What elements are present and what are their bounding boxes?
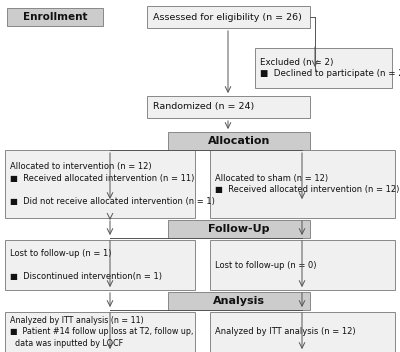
Text: Follow-Up: Follow-Up — [208, 224, 270, 234]
Text: Analyzed by ITT analysis (n = 11)
■  Patient #14 follow up loss at T2, follow up: Analyzed by ITT analysis (n = 11) ■ Pati… — [10, 316, 193, 348]
Bar — [7, 8, 103, 26]
Text: Excluded (n = 2)
■  Declined to participate (n = 2): Excluded (n = 2) ■ Declined to participa… — [260, 58, 400, 78]
Bar — [168, 292, 310, 310]
Bar — [210, 312, 395, 352]
Text: Allocated to intervention (n = 12)
■  Received allocated intervention (n = 11)

: Allocated to intervention (n = 12) ■ Rec… — [10, 162, 215, 206]
Text: Assessed for eligibility (n = 26): Assessed for eligibility (n = 26) — [153, 13, 302, 21]
Bar — [147, 96, 310, 118]
Bar — [168, 132, 310, 150]
Bar — [5, 150, 195, 218]
Bar — [168, 220, 310, 238]
Text: Allocated to sham (n = 12)
■  Received allocated intervention (n = 12): Allocated to sham (n = 12) ■ Received al… — [215, 174, 399, 194]
Text: Lost to follow-up (n = 0): Lost to follow-up (n = 0) — [215, 260, 316, 270]
Text: Lost to follow-up (n = 1)

■  Discontinued intervention(n = 1): Lost to follow-up (n = 1) ■ Discontinued… — [10, 249, 162, 281]
Text: Analysis: Analysis — [213, 296, 265, 306]
Text: Analyzed by ITT analysis (n = 12): Analyzed by ITT analysis (n = 12) — [215, 327, 356, 337]
Bar — [5, 240, 195, 290]
Text: Allocation: Allocation — [208, 136, 270, 146]
Text: Enrollment: Enrollment — [23, 12, 87, 22]
Bar — [255, 48, 392, 88]
Bar — [210, 240, 395, 290]
Text: Randomized (n = 24): Randomized (n = 24) — [153, 102, 254, 112]
Bar — [210, 150, 395, 218]
Bar — [147, 6, 310, 28]
Bar — [5, 312, 195, 352]
